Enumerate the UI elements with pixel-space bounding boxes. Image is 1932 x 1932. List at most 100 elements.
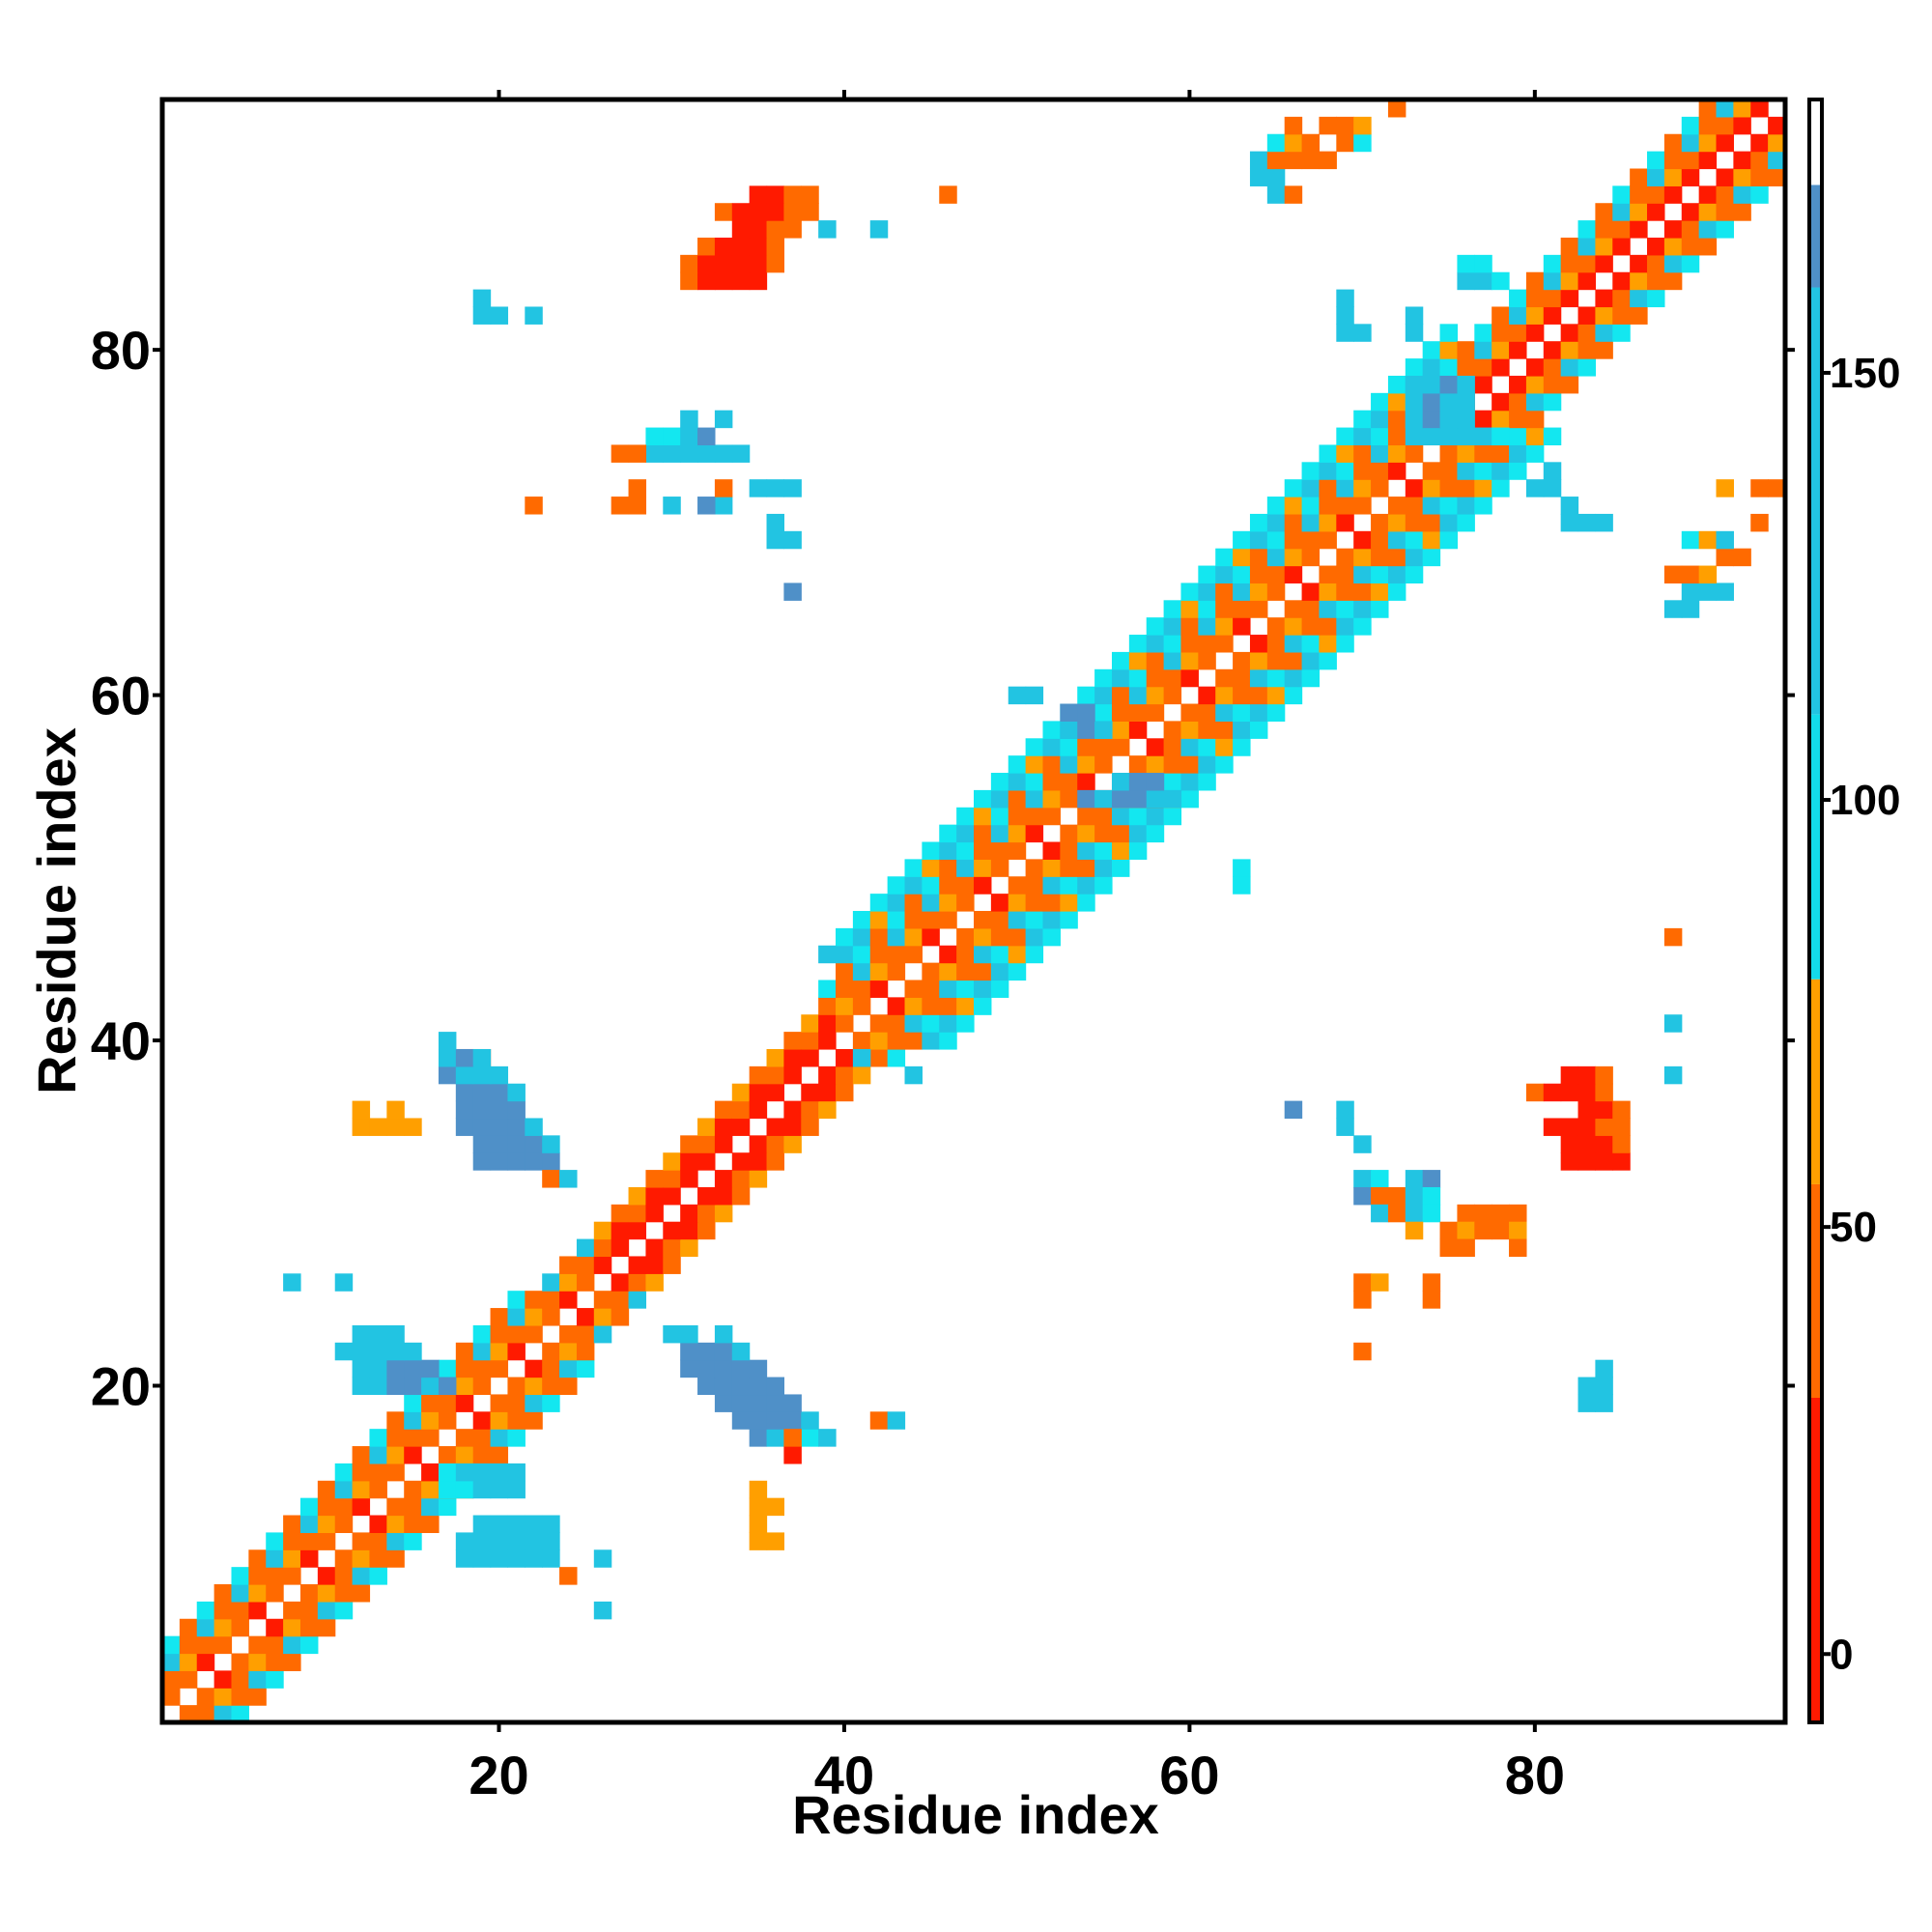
- heatmap-cell: [1509, 1221, 1527, 1240]
- heatmap-cell: [1198, 582, 1216, 601]
- heatmap-cell: [663, 1256, 681, 1274]
- heatmap-cell: [836, 1083, 854, 1102]
- heatmap-cell: [731, 1152, 751, 1171]
- heatmap-cell: [1336, 565, 1354, 584]
- heatmap-cell: [974, 824, 992, 843]
- heatmap-cell: [1577, 1152, 1596, 1171]
- heatmap-cell: [1509, 444, 1527, 463]
- heatmap-cell: [1577, 341, 1596, 359]
- heatmap-cell: [1543, 1118, 1562, 1136]
- heatmap-cell: [248, 1549, 267, 1568]
- heatmap-cell: [801, 1411, 819, 1430]
- heatmap-cell: [1768, 133, 1786, 153]
- heatmap-cell: [1457, 1221, 1475, 1240]
- heatmap-cell: [1111, 686, 1130, 705]
- heatmap-cell: [1336, 116, 1354, 135]
- heatmap-cell: [680, 1342, 698, 1361]
- heatmap-cell: [1180, 617, 1199, 636]
- heatmap-cell: [179, 1653, 198, 1671]
- heatmap-cell: [1008, 789, 1027, 809]
- heatmap-cell: [1111, 773, 1130, 791]
- heatmap-cell: [266, 1670, 284, 1689]
- heatmap-cell: [1422, 479, 1441, 497]
- heatmap-cell: [1543, 289, 1562, 308]
- heatmap-cell: [1353, 1186, 1372, 1206]
- heatmap-cell: [1681, 254, 1700, 273]
- heatmap-cell: [1439, 444, 1459, 463]
- heatmap-cell: [542, 1308, 560, 1326]
- heatmap-cell: [1457, 410, 1475, 429]
- heatmap-cell: [990, 980, 1009, 998]
- heatmap-cell: [1094, 703, 1113, 722]
- heatmap-cell: [1215, 617, 1234, 636]
- heatmap-cell: [559, 1377, 578, 1396]
- heatmap-cell: [1249, 686, 1268, 705]
- heatmap-cell: [887, 876, 906, 895]
- heatmap-cell: [783, 220, 802, 239]
- heatmap-cell: [1509, 1204, 1527, 1223]
- heatmap-cell: [1716, 530, 1734, 550]
- heatmap-cell: [818, 945, 837, 964]
- heatmap-cell: [1060, 859, 1078, 877]
- heatmap-cell: [1094, 824, 1113, 843]
- heatmap-cell: [783, 1135, 802, 1153]
- heatmap-cell: [749, 1532, 768, 1550]
- heatmap-cell: [1111, 824, 1130, 843]
- heatmap-cell: [1319, 617, 1337, 636]
- heatmap-cell: [714, 1186, 733, 1206]
- heatmap-cell: [836, 945, 854, 964]
- heatmap-cell: [1198, 617, 1216, 636]
- heatmap-cell: [1319, 582, 1337, 601]
- heatmap-cell: [1439, 1238, 1459, 1258]
- heatmap-cell: [1768, 168, 1786, 186]
- heatmap-cell: [1405, 392, 1424, 412]
- heatmap-cell: [525, 497, 543, 515]
- heatmap-cell: [507, 1532, 526, 1550]
- heatmap-cell: [1146, 824, 1165, 843]
- heatmap-cell: [1284, 635, 1303, 653]
- heatmap-cell: [1128, 651, 1148, 670]
- heatmap-cell: [1042, 721, 1061, 739]
- heatmap-cell: [1457, 254, 1475, 273]
- heatmap-cell: [1266, 617, 1286, 636]
- heatmap-cell: [507, 1394, 526, 1412]
- heatmap-cell: [1353, 530, 1372, 550]
- heatmap-cell: [559, 1273, 578, 1292]
- heatmap-cell: [1474, 254, 1492, 273]
- heatmap-cell: [1284, 565, 1303, 584]
- heatmap-cell: [1716, 185, 1734, 204]
- heatmap-cell: [974, 876, 992, 895]
- heatmap-cell: [542, 1342, 560, 1361]
- heatmap-cell: [1353, 410, 1372, 429]
- heatmap-cell: [1301, 582, 1321, 601]
- heatmap-cell: [887, 1048, 906, 1067]
- heatmap-cell: [525, 1359, 543, 1378]
- heatmap-cell: [1681, 237, 1700, 256]
- heatmap-cell: [714, 444, 733, 463]
- heatmap-cell: [1750, 151, 1769, 170]
- heatmap-cell: [1612, 220, 1631, 239]
- heatmap-cell: [852, 1065, 871, 1085]
- heatmap-cell: [1595, 1359, 1613, 1378]
- heatmap-cell: [559, 1342, 578, 1361]
- heatmap-cell: [1474, 358, 1492, 377]
- heatmap-cell: [611, 1308, 630, 1326]
- heatmap-cell: [1266, 151, 1286, 170]
- heatmap-cell: [731, 254, 751, 273]
- heatmap-cell: [939, 841, 957, 860]
- heatmap-cell: [663, 1170, 681, 1188]
- heatmap-cell: [1284, 497, 1303, 515]
- heatmap-cell: [1336, 548, 1354, 567]
- heatmap-cell: [1180, 738, 1199, 756]
- heatmap-cell: [1111, 841, 1130, 860]
- heatmap-cell: [455, 1100, 474, 1120]
- heatmap-cell: [1042, 894, 1061, 912]
- heatmap-cell: [1387, 513, 1406, 532]
- heatmap-cell: [749, 1394, 768, 1412]
- heatmap-cell: [1474, 479, 1492, 497]
- heatmap-cell: [1681, 203, 1700, 221]
- heatmap-cell: [1060, 876, 1078, 895]
- heatmap-cell: [455, 1048, 474, 1067]
- heatmap-cell: [1560, 358, 1579, 377]
- heatmap-cell: [1336, 427, 1354, 446]
